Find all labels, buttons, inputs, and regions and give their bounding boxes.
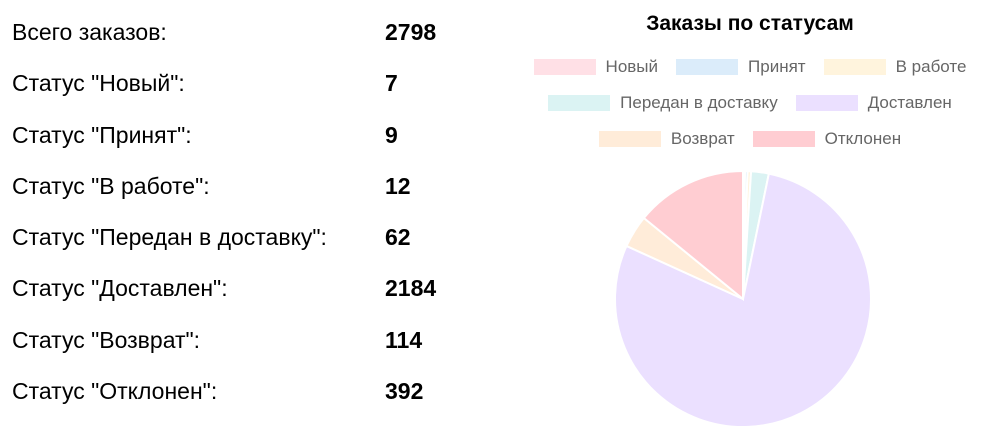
order-stats: Всего заказов: 2798 Статус "Новый": 7 Статус…: [12, 14, 452, 424]
stat-row-total: Всего заказов: 2798: [12, 14, 452, 65]
legend-label: Отклонен: [824, 129, 902, 148]
legend-swatch: [752, 131, 815, 147]
legend-label: Принят: [748, 57, 806, 76]
stat-value: 114: [385, 326, 423, 353]
legend-item[interactable]: Передан в доставку: [548, 92, 778, 114]
legend-swatch: [795, 95, 858, 111]
stat-row: Статус "Отклонен": 392: [12, 373, 452, 424]
stat-label: Статус "Передан в доставку":: [12, 224, 327, 251]
legend-swatch: [598, 131, 661, 147]
stat-value: 2184: [385, 275, 437, 302]
stat-row: Статус "Новый": 7: [12, 65, 452, 116]
legend-swatch: [676, 59, 739, 75]
legend-label: Передан в доставку: [620, 93, 778, 112]
legend-item[interactable]: В работе: [823, 56, 967, 78]
stat-label: Всего заказов:: [12, 19, 167, 45]
legend-swatch: [823, 59, 886, 75]
legend-item[interactable]: Новый: [533, 56, 659, 78]
stat-label: Статус "Доставлен":: [12, 275, 228, 302]
legend-label: В работе: [895, 57, 967, 76]
stat-value: 62: [385, 224, 411, 251]
legend-row: Новый Принят В работе: [500, 56, 1000, 78]
chart-title: Заказы по статусам: [646, 12, 854, 35]
pie-svg: [614, 169, 872, 428]
legend-item[interactable]: Возврат: [598, 128, 735, 150]
stat-value: 392: [385, 378, 424, 405]
stat-row: Статус "Передан в доставку": 62: [12, 219, 452, 270]
stat-label: Статус "Отклонен":: [12, 378, 218, 405]
legend-swatch: [533, 59, 596, 75]
stat-row: Статус "Возврат": 114: [12, 322, 452, 373]
legend-item[interactable]: Отклонен: [752, 128, 902, 150]
legend-label: Доставлен: [867, 93, 952, 112]
legend-row: Передан в доставку Доставлен: [500, 92, 1000, 114]
legend-label: Возврат: [670, 129, 735, 148]
stat-value: 7: [385, 70, 398, 97]
stat-label: Статус "В работе":: [12, 172, 210, 199]
legend-item[interactable]: Доставлен: [795, 92, 952, 114]
stat-value: 9: [385, 121, 398, 148]
legend-row: Возврат Отклонен: [500, 128, 1000, 150]
stat-label: Статус "Новый":: [12, 70, 185, 97]
stat-label: Статус "Принят":: [12, 121, 192, 148]
legend-swatch: [548, 95, 611, 111]
stat-row: Статус "Принят": 9: [12, 117, 452, 168]
stat-row: Статус "В работе": 12: [12, 168, 452, 219]
status-pie-chart: Заказы по статусам Новый Принят В работе Пе…: [500, 0, 1000, 440]
legend-label: Новый: [605, 57, 659, 76]
legend-item[interactable]: Принят: [676, 56, 806, 78]
stat-label: Статус "Возврат":: [12, 326, 201, 353]
stat-value: 2798: [385, 19, 437, 45]
stat-value: 12: [385, 172, 411, 199]
stat-row: Статус "Доставлен": 2184: [12, 270, 452, 321]
pie-slice[interactable]: [642, 169, 744, 302]
